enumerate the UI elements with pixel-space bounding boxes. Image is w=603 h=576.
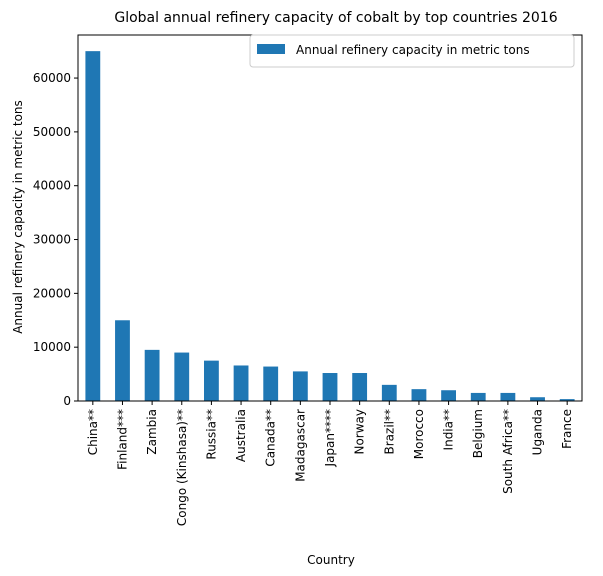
y-tick-label: 20000 [33, 286, 71, 300]
bar [322, 373, 338, 401]
x-tick-label: Brazil** [382, 409, 396, 455]
legend-label: Annual refinery capacity in metric tons [296, 43, 530, 57]
y-tick-label: 10000 [33, 340, 71, 354]
bar [233, 365, 249, 401]
x-tick-label: Belgium [471, 409, 485, 458]
y-axis-label: Annual refinery capacity in metric tons [11, 100, 25, 334]
y-tick-label: 0 [63, 394, 71, 408]
x-tick-label: Uganda [531, 409, 545, 455]
x-tick-label: Norway [353, 409, 367, 455]
bar [559, 399, 575, 401]
bar [85, 51, 101, 401]
bar [411, 389, 427, 401]
bar [144, 349, 160, 401]
legend-box [249, 34, 575, 68]
y-tick-label: 40000 [33, 179, 71, 193]
x-tick-label: China** [86, 409, 100, 455]
y-tick-label: 30000 [33, 233, 71, 247]
legend: Annual refinery capacity in metric tons [249, 34, 575, 68]
plot-area: 0 10000 20000 30000 40000 50000 60000 China** F… [33, 34, 583, 526]
bars [85, 51, 575, 401]
plot-frame [77, 34, 583, 402]
x-tick-label: Russia** [204, 409, 218, 460]
bar [381, 384, 397, 401]
bar [263, 366, 279, 401]
x-tick-label: Morocco [412, 409, 426, 459]
bar [292, 371, 308, 401]
bar [441, 390, 456, 401]
legend-swatch [257, 44, 285, 54]
x-axis: China** Finland*** Zambia Congo (Kinshasa)*… [86, 401, 574, 526]
y-tick-label: 50000 [33, 125, 71, 139]
x-tick-label: Australia [234, 409, 248, 462]
x-axis-label: Country [307, 553, 355, 567]
bar [352, 373, 368, 401]
x-tick-label: Congo (Kinshasa)** [175, 409, 189, 526]
bar [530, 397, 545, 401]
bar [470, 392, 486, 401]
y-tick-label: 60000 [33, 71, 71, 85]
bar [204, 360, 219, 401]
x-tick-label: Madagascar [293, 409, 307, 482]
x-tick-label: Japan**** [323, 409, 337, 467]
x-tick-label: India** [442, 409, 456, 450]
x-tick-label: France [560, 409, 574, 449]
chart-title: Global annual refinery capacity of cobal… [114, 10, 557, 26]
x-tick-label: South Africa** [501, 409, 515, 494]
y-axis: 0 10000 20000 30000 40000 50000 60000 [33, 71, 78, 408]
x-tick-label: Finland*** [115, 409, 129, 470]
bar [115, 320, 130, 401]
x-tick-label: Canada** [264, 409, 278, 467]
bar [174, 352, 190, 401]
x-tick-label: Zambia [145, 409, 159, 455]
bar [500, 392, 516, 401]
